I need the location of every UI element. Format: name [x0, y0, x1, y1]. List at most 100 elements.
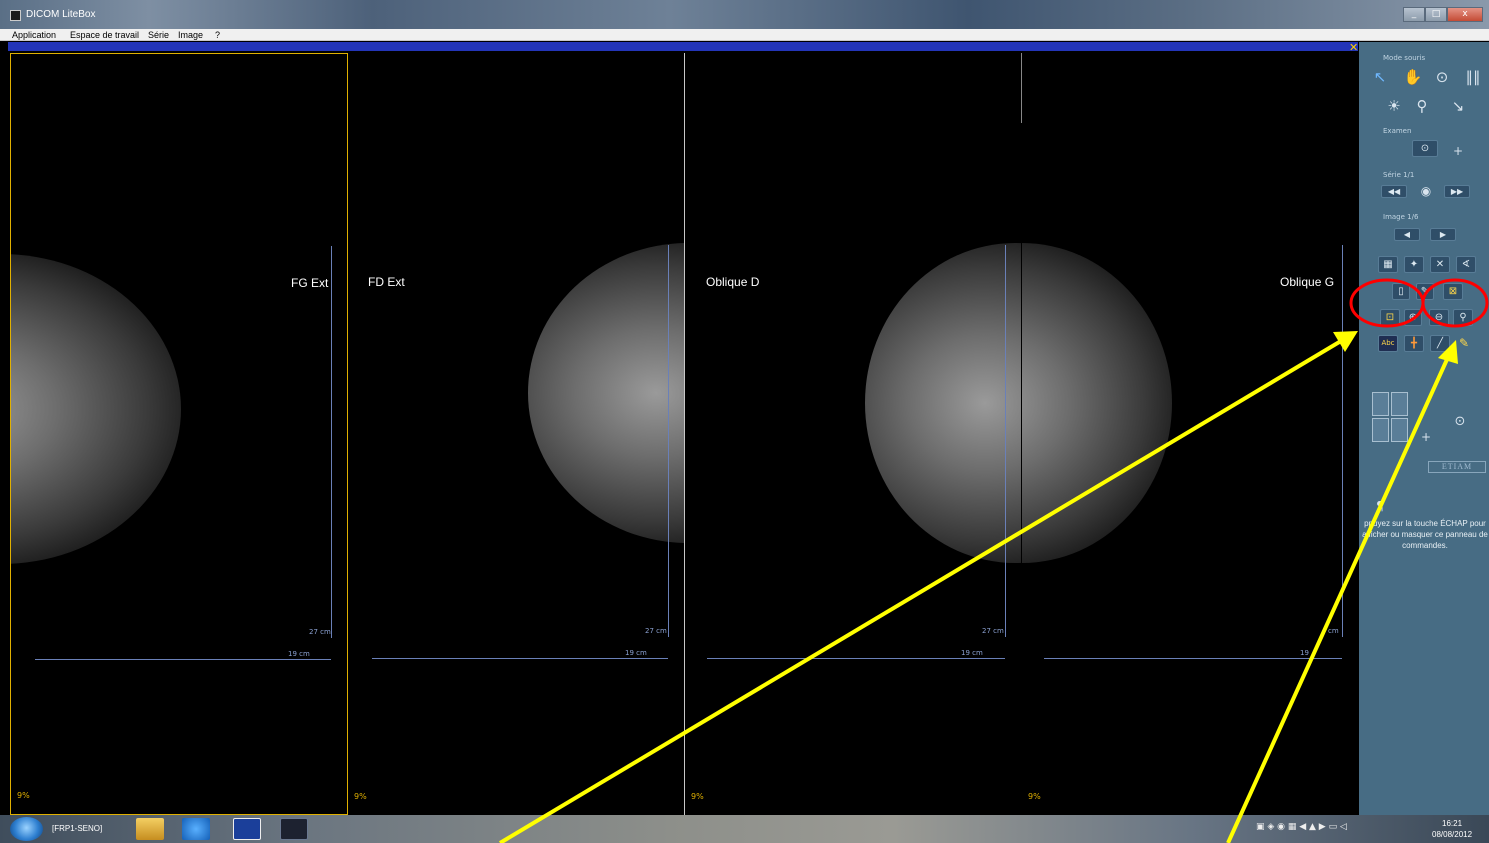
explorer-icon[interactable]: [136, 818, 164, 840]
horizontal-scale-label: 19: [1300, 649, 1309, 657]
previous-series-button[interactable]: ◀◀: [1381, 185, 1407, 198]
layout-cell[interactable]: [1391, 418, 1408, 442]
horizontal-scale: [1044, 658, 1342, 659]
menu-serie[interactable]: Série: [148, 30, 170, 40]
viewport-fd-ext[interactable]: FD Ext 27 cm 19 cm 9%: [348, 53, 684, 815]
flip-icon[interactable]: ✕: [1430, 256, 1450, 273]
mammogram-image: [508, 223, 684, 646]
clock[interactable]: 16:21 08/08/2012: [1432, 818, 1472, 840]
mammogram-image: [11, 224, 331, 647]
title-bar: DICOM LiteBox _ □ x: [0, 0, 1489, 29]
dicom-litebox-icon[interactable]: [280, 818, 308, 840]
taskbar: [FRP1-SENO] ▣ ◈ ◉ ▦ ◀ ▲ ▶ ▭ ◁ 16:21 08/0…: [0, 815, 1489, 843]
zoom-level: 9%: [1028, 792, 1041, 801]
minimize-button[interactable]: _: [1403, 7, 1425, 22]
pointer-icon[interactable]: ↖: [1373, 68, 1387, 86]
text-annotation-icon[interactable]: Abc: [1378, 335, 1398, 352]
add-exam-icon[interactable]: +: [1452, 144, 1464, 158]
taskbar-item[interactable]: [FRP1-SENO]: [52, 824, 103, 833]
zoom-region-icon[interactable]: ⊕: [1404, 309, 1422, 326]
menu-help[interactable]: ?: [215, 30, 221, 40]
breast-tissue: [1022, 243, 1172, 563]
hand-icon[interactable]: ✋: [1403, 68, 1423, 86]
vertical-scale: [1005, 245, 1006, 637]
maximize-button[interactable]: □: [1425, 7, 1447, 22]
horizontal-scale-label: 19 cm: [288, 650, 310, 658]
zoom-level: 9%: [354, 792, 367, 801]
windowing-icon[interactable]: ∥∥: [1465, 68, 1481, 86]
next-series-button[interactable]: ▶▶: [1444, 185, 1470, 198]
previous-image-button[interactable]: ◀: [1394, 228, 1420, 241]
layout-cell[interactable]: [1372, 418, 1389, 442]
layout-center-icon[interactable]: ⊙: [1454, 414, 1466, 429]
exam-button[interactable]: ⊙: [1412, 140, 1438, 157]
viewport-label: FD Ext: [368, 275, 405, 289]
layout-cell[interactable]: [1391, 392, 1408, 416]
ruler-line-icon[interactable]: ╱: [1430, 335, 1450, 352]
viewport-oblique-d[interactable]: Oblique D 27 cm 19 cm 9%: [685, 53, 1021, 815]
horizontal-scale: [372, 658, 668, 659]
save-key-icon[interactable]: ⊡: [1380, 309, 1400, 326]
vertical-scale-label: 27 cm: [982, 627, 1004, 635]
close-viewport-icon[interactable]: ✕: [1349, 41, 1359, 54]
breast-tissue: [528, 243, 684, 543]
brand-logo: ETIAM: [1428, 461, 1486, 473]
word-icon[interactable]: [233, 818, 261, 840]
menu-image[interactable]: Image: [178, 30, 204, 40]
clock-time: 16:21: [1442, 819, 1463, 828]
series-center-icon[interactable]: ◉: [1420, 184, 1432, 198]
menu-bar: Application Espace de travail Série Imag…: [0, 29, 1489, 41]
menu-espace-de-travail[interactable]: Espace de travail: [70, 30, 140, 40]
vertical-scale-label: 27 cm: [309, 628, 331, 636]
crosshair-icon[interactable]: ╋: [1404, 335, 1424, 352]
breast-tissue: [11, 254, 181, 564]
zoom-pan-icon[interactable]: ⊙: [1435, 68, 1449, 86]
document-icon[interactable]: ▯: [1392, 283, 1410, 300]
brightness-icon[interactable]: ☀: [1387, 97, 1401, 115]
close-button[interactable]: x: [1447, 7, 1483, 22]
magnify-icon[interactable]: ⚲: [1453, 309, 1473, 326]
horizontal-scale: [35, 659, 331, 660]
add-layout-icon[interactable]: +: [1420, 430, 1432, 444]
viewport-divider: [1021, 53, 1022, 123]
crop-icon[interactable]: ⊠: [1443, 283, 1463, 300]
mammogram-image: [1022, 223, 1192, 646]
app-icon: [10, 10, 21, 21]
window-controls: _ □ x: [1403, 7, 1483, 22]
edit-icon[interactable]: ✎: [1416, 283, 1434, 300]
horizontal-scale-label: 19 cm: [625, 649, 647, 657]
layout-cell[interactable]: [1372, 392, 1389, 416]
section-serie: Série 1/1: [1383, 171, 1415, 179]
pointer-clear-icon[interactable]: ↘: [1451, 97, 1465, 115]
viewport-label: Oblique D: [706, 275, 760, 289]
system-tray[interactable]: ▣ ◈ ◉ ▦ ◀ ▲ ▶ ▭ ◁: [1256, 822, 1347, 832]
lens-icon[interactable]: ⊖: [1429, 309, 1449, 326]
menu-application[interactable]: Application: [12, 30, 57, 40]
viewport-label: Oblique G: [1280, 275, 1335, 289]
layout-selector[interactable]: [1372, 392, 1408, 442]
measure-angle-icon[interactable]: ∢: [1456, 256, 1476, 273]
breast-tissue: [865, 243, 1021, 563]
help-text: ppuyez sur la touche ÉCHAP pour afficher…: [1362, 519, 1488, 550]
zoom-level: 9%: [17, 791, 30, 800]
viewport-label: FG Ext: [291, 276, 329, 290]
magnifier-icon[interactable]: ⚲: [1416, 97, 1428, 115]
clock-date: 08/08/2012: [1432, 830, 1473, 839]
viewport-oblique-g[interactable]: Oblique G cm 19 9%: [1022, 53, 1358, 815]
viewport-fg-ext[interactable]: FG Ext 27 cm 19 cm 9%: [10, 53, 348, 815]
internet-explorer-icon[interactable]: [182, 818, 210, 840]
vertical-scale-label: cm: [1328, 627, 1339, 635]
pen-icon[interactable]: ✎: [1458, 336, 1470, 350]
vertical-scale: [1342, 245, 1343, 637]
vertical-scale-label: 27 cm: [645, 627, 667, 635]
section-mode-souris: Mode souris: [1383, 54, 1426, 62]
toolbar-strip: [8, 42, 1358, 51]
window-title: DICOM LiteBox: [26, 9, 96, 20]
next-image-button[interactable]: ▶: [1430, 228, 1456, 241]
start-button[interactable]: [10, 817, 43, 841]
section-image: Image 1/6: [1383, 213, 1419, 221]
viewport-divider: [684, 53, 685, 815]
layout-grid-icon[interactable]: ▦: [1378, 256, 1398, 273]
rotate-icon[interactable]: ✦: [1404, 256, 1424, 273]
